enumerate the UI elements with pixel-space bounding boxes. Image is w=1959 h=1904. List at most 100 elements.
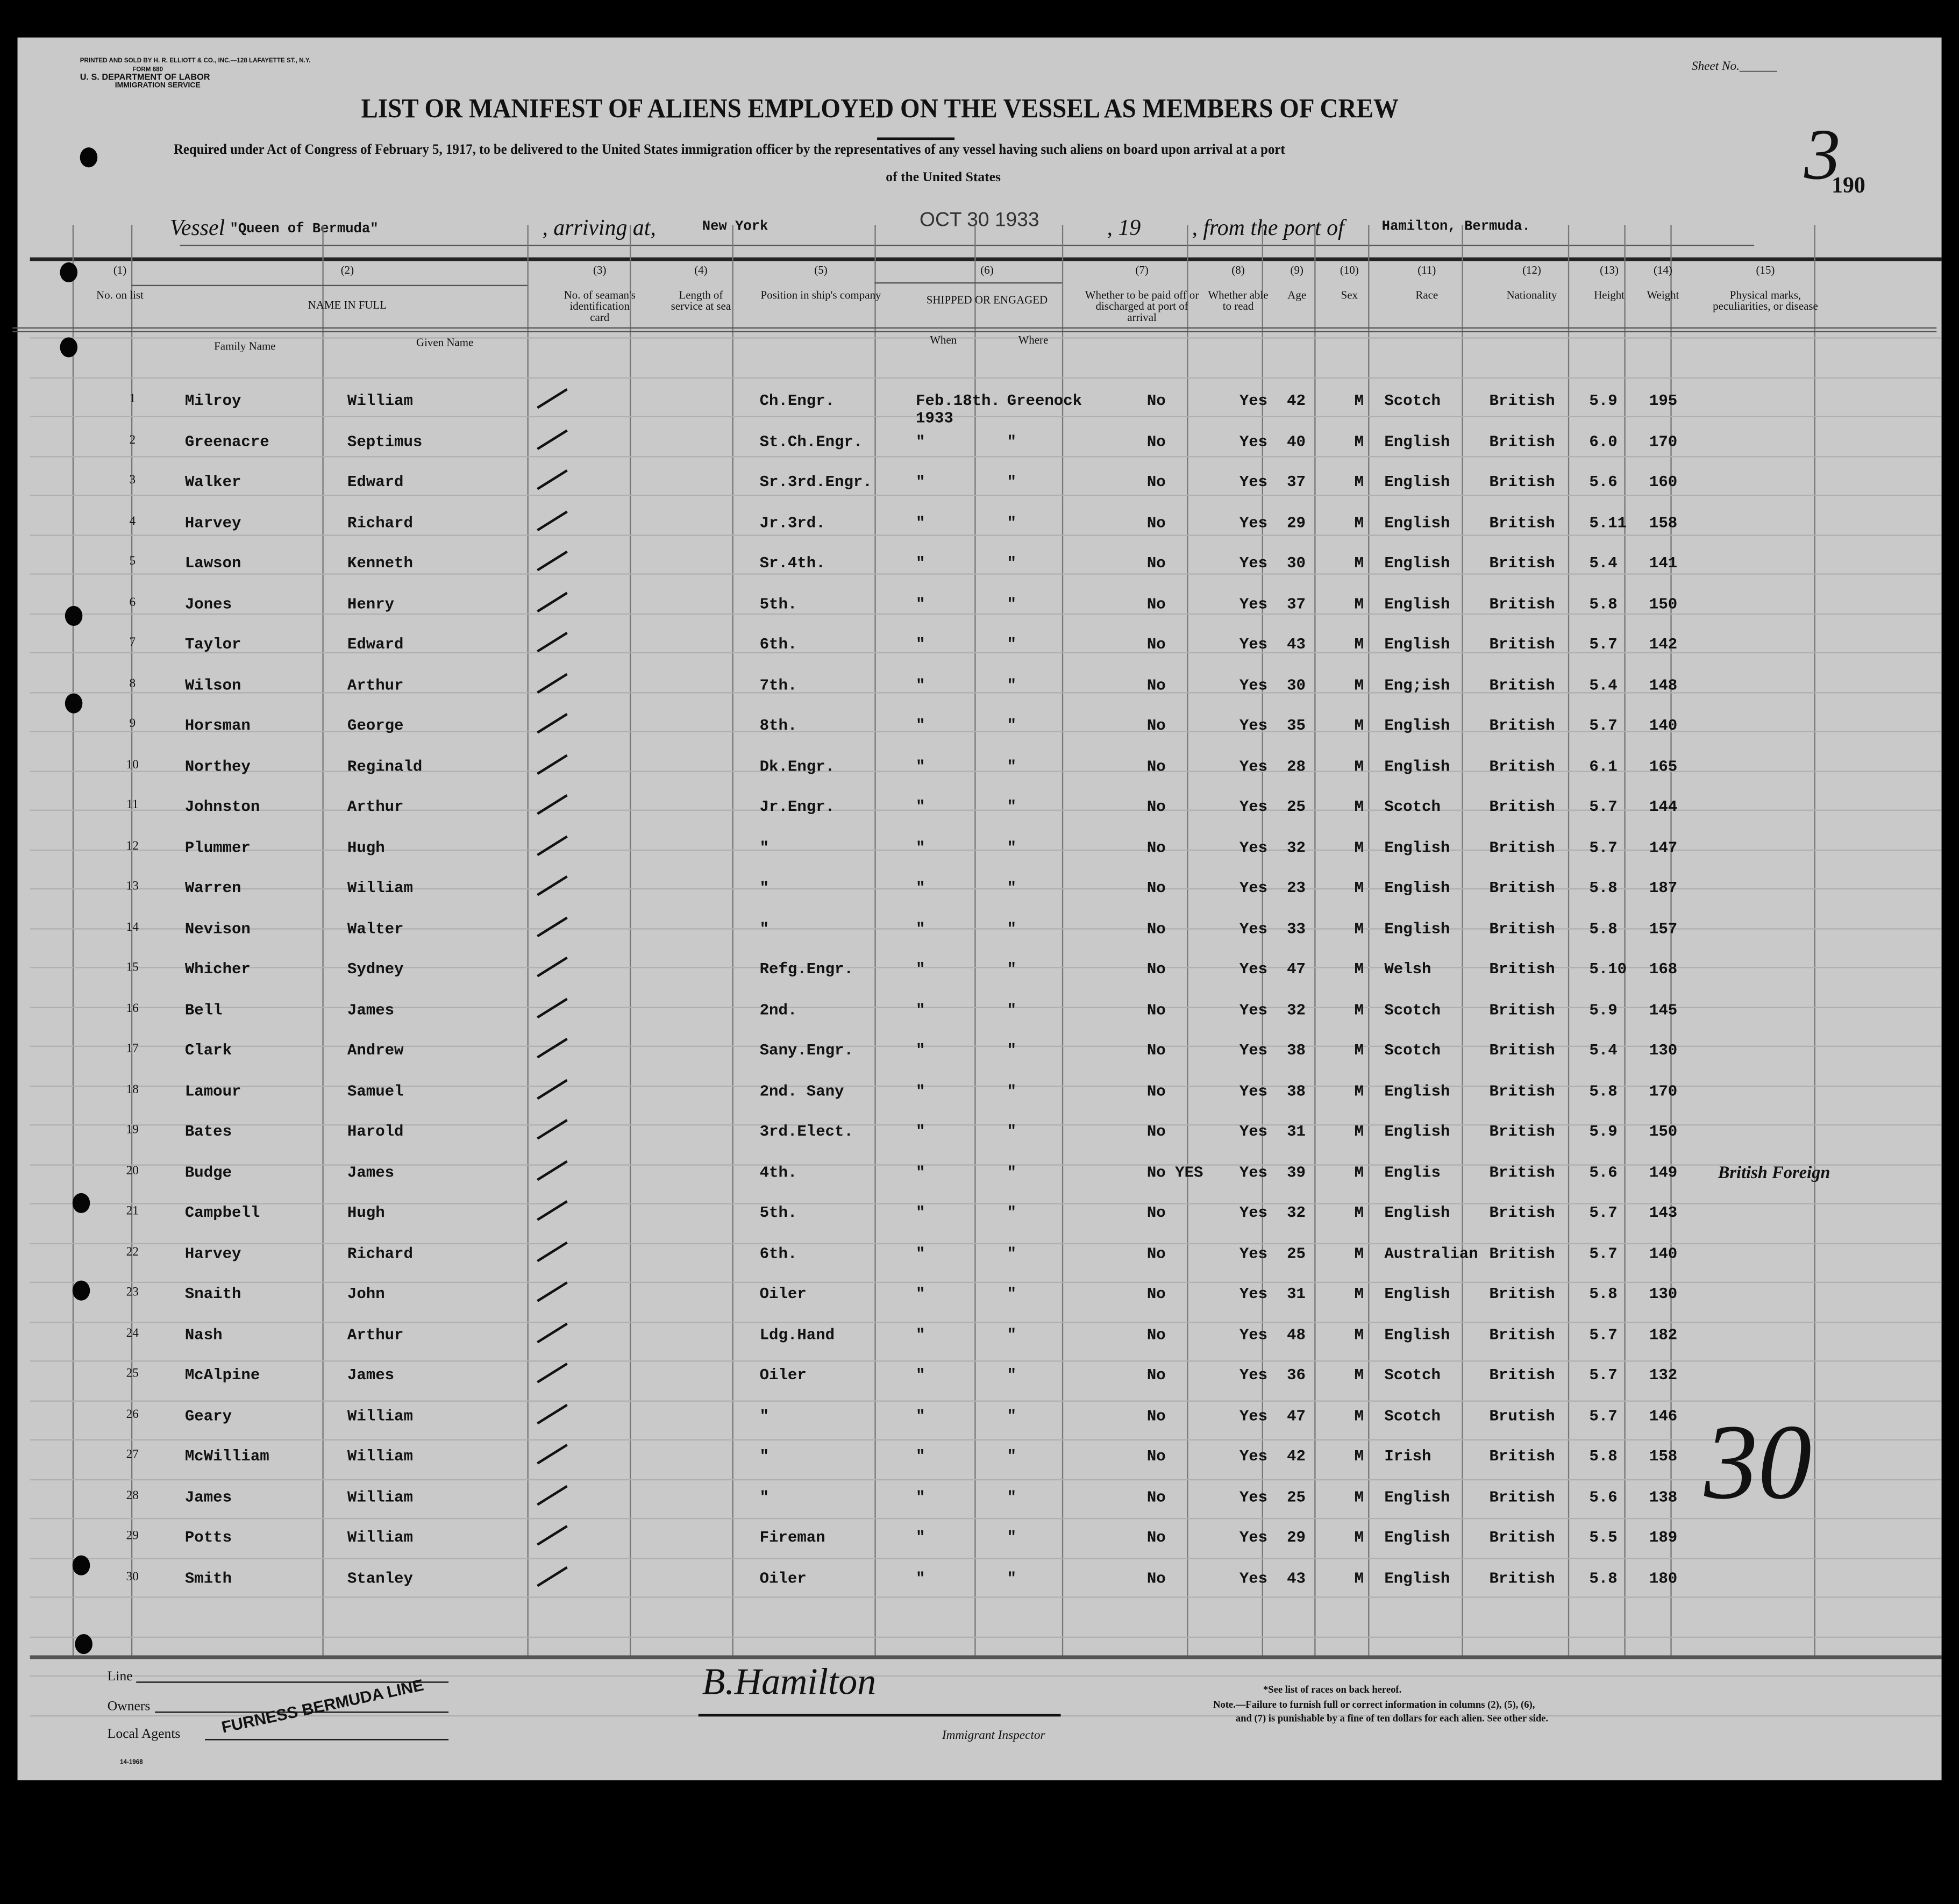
position: Jr.3rd. bbox=[759, 514, 825, 532]
row-rule bbox=[30, 1006, 1942, 1008]
given-name: William bbox=[347, 1407, 413, 1425]
age: 38 bbox=[1287, 1082, 1306, 1100]
position: 5th. bbox=[759, 595, 797, 613]
height: 5.4 bbox=[1589, 1042, 1618, 1060]
paid-off: No bbox=[1146, 514, 1166, 532]
header-rule bbox=[12, 331, 1937, 333]
family-name: Taylor bbox=[184, 636, 241, 654]
given-name: William bbox=[347, 1488, 413, 1506]
column-rule bbox=[1462, 225, 1463, 1656]
department: U. S. DEPARTMENT OF LABOR bbox=[80, 74, 210, 83]
able-to-read: Yes bbox=[1239, 676, 1268, 694]
given-name: Harold bbox=[347, 1123, 404, 1141]
paid-off: No bbox=[1146, 879, 1166, 897]
nationality: British bbox=[1489, 1285, 1555, 1303]
nationality: British bbox=[1489, 839, 1555, 857]
paid-off: No bbox=[1146, 839, 1166, 857]
vessel-label: Vessel bbox=[169, 215, 225, 240]
height: 5.7 bbox=[1589, 1366, 1618, 1385]
given-name: Reginald bbox=[347, 758, 423, 775]
able-to-read: Yes bbox=[1239, 1488, 1268, 1506]
paid-off: No bbox=[1146, 1123, 1166, 1141]
column-number: (4) bbox=[694, 263, 708, 276]
nationality: British bbox=[1489, 392, 1555, 410]
height: 5.8 bbox=[1589, 920, 1618, 938]
position: Jr.Engr. bbox=[759, 798, 835, 816]
shipped-where: " bbox=[1007, 1245, 1017, 1263]
weight: 158 bbox=[1649, 514, 1678, 532]
races-note: *See list of races on back hereof. bbox=[1263, 1684, 1402, 1695]
row-rule bbox=[30, 455, 1942, 457]
row-number: 11 bbox=[126, 798, 139, 812]
family-name: Nash bbox=[184, 1326, 223, 1344]
race: English bbox=[1384, 879, 1450, 897]
given-name: Richard bbox=[347, 1245, 413, 1263]
check-mark-icon bbox=[537, 388, 568, 409]
check-mark-icon bbox=[537, 1322, 568, 1343]
row-rule bbox=[30, 1517, 1942, 1520]
punch-hole bbox=[60, 337, 78, 358]
family-name: McAlpine bbox=[184, 1366, 260, 1385]
family-name: McWilliam bbox=[184, 1447, 269, 1466]
paid-off: No bbox=[1146, 554, 1166, 573]
row-number: 2 bbox=[129, 433, 136, 447]
column-label: Physical marks, peculiarities, or diseas… bbox=[1713, 288, 1818, 312]
shipped-when: " bbox=[916, 960, 925, 979]
given-name: Henry bbox=[347, 595, 395, 613]
row-number: 7 bbox=[129, 636, 136, 650]
shipped-when: " bbox=[916, 1164, 925, 1181]
position: 6th. bbox=[759, 636, 797, 654]
check-mark-icon bbox=[537, 1240, 568, 1262]
race: English bbox=[1384, 1488, 1450, 1506]
paid-off: No bbox=[1146, 717, 1166, 735]
column-rule bbox=[1314, 225, 1316, 1656]
vessel-name: "Queen of Bermuda" bbox=[230, 222, 379, 238]
race: English bbox=[1384, 554, 1450, 573]
family-name: Smith bbox=[184, 1570, 232, 1587]
position: Fireman bbox=[759, 1529, 825, 1547]
agent-stamp: FURNESS BERMUDA LINE bbox=[219, 1675, 425, 1737]
row-rule bbox=[30, 1321, 1942, 1323]
position: Oiler bbox=[759, 1285, 807, 1303]
given-name: George bbox=[347, 717, 404, 735]
given-name: Hugh bbox=[347, 839, 385, 857]
given-name: Andrew bbox=[347, 1042, 404, 1060]
age: 25 bbox=[1287, 1245, 1306, 1263]
weight: 140 bbox=[1649, 1245, 1678, 1263]
age: 35 bbox=[1287, 717, 1306, 735]
paid-off: No bbox=[1146, 1326, 1166, 1344]
shipped-where: " bbox=[1007, 798, 1017, 816]
nationality: British bbox=[1489, 433, 1555, 451]
weight: 150 bbox=[1649, 1123, 1678, 1141]
sex: M bbox=[1354, 1245, 1364, 1263]
check-mark-icon bbox=[537, 916, 568, 937]
shipped-when: " bbox=[916, 1042, 925, 1060]
shipped-where: " bbox=[1007, 676, 1017, 694]
position: Sr.4th. bbox=[759, 554, 825, 573]
nationality: British bbox=[1489, 717, 1555, 735]
column-rule bbox=[874, 225, 876, 1656]
column-label: No. on list bbox=[96, 288, 144, 301]
sex: M bbox=[1354, 839, 1364, 857]
sex: M bbox=[1354, 595, 1364, 613]
weight: 146 bbox=[1649, 1407, 1678, 1425]
race: English bbox=[1384, 514, 1450, 532]
height: 5.7 bbox=[1589, 1245, 1618, 1263]
arriving-label: , arriving at, bbox=[542, 215, 656, 240]
nationality: British bbox=[1489, 758, 1555, 775]
shipped-where: " bbox=[1007, 1123, 1017, 1141]
family-name: Walker bbox=[184, 473, 241, 491]
age: 31 bbox=[1287, 1285, 1306, 1303]
row-number: 25 bbox=[126, 1366, 139, 1381]
nationality: British bbox=[1489, 879, 1555, 897]
weight: 149 bbox=[1649, 1164, 1678, 1181]
race: English bbox=[1384, 920, 1450, 938]
sex: M bbox=[1354, 1488, 1364, 1506]
age: 39 bbox=[1287, 1164, 1306, 1181]
age: 37 bbox=[1287, 473, 1306, 491]
check-mark-icon bbox=[537, 510, 568, 531]
given-name: Septimus bbox=[347, 433, 423, 451]
fine-note: Note.—Failure to furnish full or correct… bbox=[1213, 1699, 1535, 1710]
able-to-read: Yes bbox=[1239, 595, 1268, 613]
nationality: British bbox=[1489, 1529, 1555, 1547]
